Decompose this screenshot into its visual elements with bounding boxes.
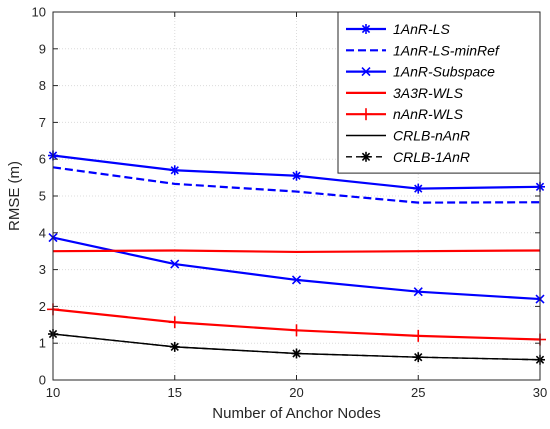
- x-axis-label: Number of Anchor Nodes: [212, 405, 380, 422]
- y-axis-label: RMSE (m): [6, 161, 23, 231]
- legend-label: CRLB-nAnR: [393, 128, 470, 144]
- y-tick-label: 9: [39, 41, 46, 56]
- marker-stroke: [414, 184, 423, 193]
- legend-entry: 1AnR-Subspace: [346, 64, 495, 80]
- data-point: [412, 329, 425, 342]
- marker-stroke: [170, 342, 179, 352]
- marker-stroke: [170, 259, 180, 269]
- legend-label: 3A3R-WLS: [393, 85, 464, 101]
- legend-entry: 1AnR-LS-minRef: [346, 42, 501, 58]
- y-tick-label: 8: [39, 78, 46, 93]
- series-1AnR-Subspace: [48, 233, 545, 304]
- legend-entry: CRLB-1AnR: [346, 149, 470, 165]
- legend-entry: 1AnR-LS: [346, 21, 450, 37]
- data-point: [169, 341, 180, 352]
- y-tick-label: 5: [39, 189, 46, 204]
- data-point: [290, 324, 303, 337]
- x-tick-label: 30: [533, 385, 547, 400]
- marker-stroke: [413, 287, 423, 297]
- legend-swatch-marker: [361, 151, 371, 162]
- data-point: [291, 348, 302, 359]
- legend-label: nAnR-WLS: [393, 106, 464, 122]
- x-tick-label: 20: [289, 385, 303, 400]
- x-tick-label: 25: [411, 385, 425, 400]
- x-tick-label: 10: [46, 385, 60, 400]
- legend-swatch-marker: [360, 108, 372, 121]
- series-1AnR-LS: [48, 150, 545, 194]
- legend-swatch-marker: [361, 24, 371, 34]
- marker-stroke: [414, 353, 423, 362]
- data-point: [413, 352, 424, 363]
- marker-stroke: [361, 67, 371, 77]
- y-tick-label: 2: [39, 299, 46, 314]
- data-point: [291, 275, 302, 285]
- legend-label: 1AnR-LS: [393, 21, 450, 37]
- marker-stroke: [361, 152, 371, 161]
- legend-label: 1AnR-Subspace: [393, 64, 495, 80]
- data-point: [169, 165, 180, 176]
- x-tick-label: 15: [168, 385, 182, 400]
- legend-entry: nAnR-WLS: [346, 106, 464, 122]
- y-tick-label: 6: [39, 152, 46, 167]
- y-tick-label: 4: [39, 225, 46, 240]
- legend-entry: CRLB-nAnR: [346, 128, 470, 144]
- legend: 1AnR-LS 1AnR-LS-minRef 1AnR-Subspace 3A3R-W…: [337, 11, 541, 174]
- legend-label: CRLB-1AnR: [393, 149, 470, 165]
- data-point: [291, 170, 302, 181]
- data-point: [168, 316, 181, 329]
- data-point: [413, 183, 424, 194]
- legend-swatch-marker: [361, 67, 371, 77]
- series-line-1AnR-LS-minRef: [52, 166, 541, 204]
- marker-stroke: [170, 166, 179, 175]
- data-point: [413, 287, 423, 297]
- series-1AnR-LS-minRef: [52, 166, 541, 204]
- y-tick-label: 1: [39, 336, 46, 351]
- y-tick-label: 7: [39, 115, 46, 130]
- data-point: [170, 259, 180, 269]
- legend-label: 1AnR-LS-minRef: [393, 42, 501, 58]
- series-line-3A3R-WLS: [52, 249, 541, 254]
- series-layer: [47, 150, 546, 365]
- marker-stroke: [292, 171, 301, 180]
- y-tick-label: 10: [32, 5, 46, 20]
- y-tick-label: 3: [39, 262, 46, 277]
- series-3A3R-WLS: [52, 249, 541, 254]
- y-tick-label: 0: [39, 373, 46, 388]
- marker-stroke: [361, 24, 371, 34]
- legend-entry: 3A3R-WLS: [346, 85, 464, 101]
- marker-stroke: [292, 349, 301, 358]
- marker-stroke: [291, 275, 302, 285]
